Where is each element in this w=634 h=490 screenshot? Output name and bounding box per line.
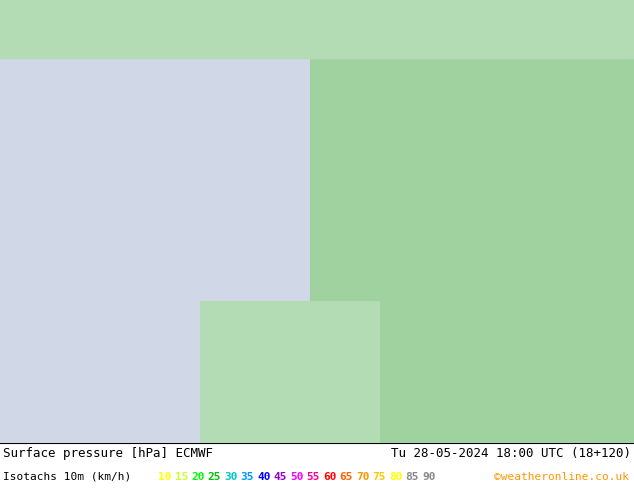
Text: 75: 75 [373,472,386,482]
Text: 30: 30 [224,472,238,482]
Text: 70: 70 [356,472,370,482]
Text: 65: 65 [339,472,353,482]
Text: Tu 28-05-2024 18:00 UTC (18+120): Tu 28-05-2024 18:00 UTC (18+120) [391,447,631,460]
Text: 10: 10 [158,472,172,482]
Text: 60: 60 [323,472,337,482]
Text: 80: 80 [389,472,403,482]
Text: 40: 40 [257,472,271,482]
Text: Surface pressure [hPa] ECMWF: Surface pressure [hPa] ECMWF [3,447,213,460]
Text: 15: 15 [174,472,188,482]
Text: ©weatheronline.co.uk: ©weatheronline.co.uk [494,472,629,482]
Text: 50: 50 [290,472,304,482]
Text: 85: 85 [406,472,419,482]
Text: 35: 35 [240,472,254,482]
Text: 20: 20 [191,472,205,482]
Text: 25: 25 [207,472,221,482]
Text: 55: 55 [306,472,320,482]
Text: Isotachs 10m (km/h): Isotachs 10m (km/h) [3,472,131,482]
Text: 90: 90 [422,472,436,482]
Text: 45: 45 [273,472,287,482]
